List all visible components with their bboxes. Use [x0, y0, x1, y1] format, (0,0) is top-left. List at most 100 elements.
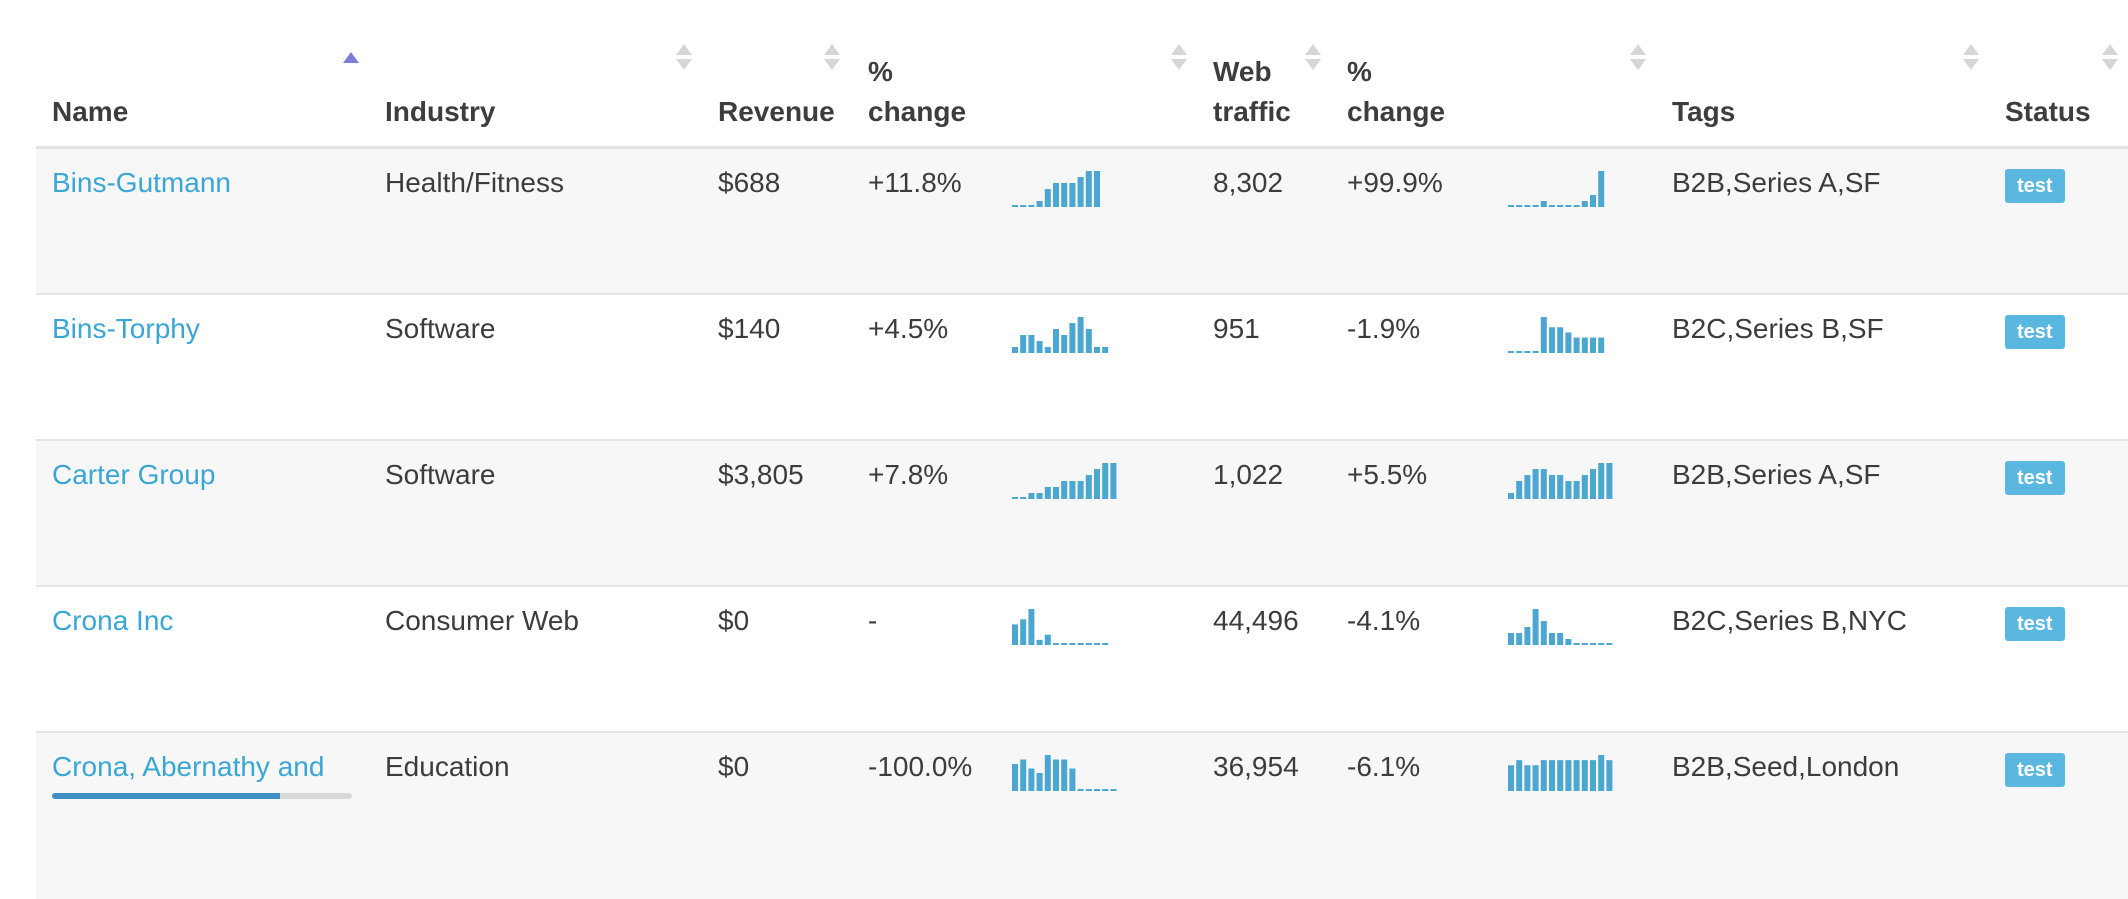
- spark-baseline: [1102, 789, 1109, 791]
- spark-baseline: [1516, 351, 1523, 353]
- cell-revenue: $688: [702, 147, 852, 295]
- spark-baseline: [1069, 643, 1076, 645]
- company-link[interactable]: Bins-Gutmann: [52, 167, 231, 198]
- spark-bar: [1581, 337, 1588, 353]
- revenue-sparkline: [1012, 755, 1117, 791]
- cell-tags: B2B,Series A,SF: [1656, 440, 1989, 587]
- spark-baseline: [1110, 789, 1117, 791]
- spark-baseline: [1102, 643, 1109, 645]
- traffic-sparkline: [1508, 463, 1613, 499]
- cell-web-traffic: 8,302: [1197, 147, 1331, 295]
- spark-bar: [1069, 323, 1076, 353]
- spark-bar: [1053, 329, 1059, 353]
- spark-bar: [1540, 317, 1547, 353]
- column-header-traffic-trend[interactable]: [1492, 34, 1656, 149]
- cell-tags: B2B,Series A,SF: [1656, 147, 1989, 295]
- sort-icon[interactable]: [1963, 44, 1979, 76]
- cell-industry: Consumer Web: [369, 586, 702, 733]
- cell-revenue-change: -: [852, 586, 996, 733]
- spark-baseline: [1590, 643, 1596, 645]
- spark-baseline: [1094, 643, 1100, 645]
- cell-revenue-change: +4.5%: [852, 294, 996, 441]
- cell-traffic-change: -4.1%: [1331, 586, 1492, 733]
- column-header-label: Tags: [1672, 96, 1736, 127]
- sort-icon[interactable]: [824, 44, 840, 76]
- column-header-web-traffic[interactable]: Web traffic: [1197, 34, 1331, 149]
- cell-name: Crona, Abernathy and: [36, 732, 369, 899]
- cell-traffic-change: -6.1%: [1331, 732, 1492, 899]
- column-header-name[interactable]: Name: [36, 34, 369, 149]
- spark-baseline: [1077, 789, 1084, 791]
- sort-icon[interactable]: [1630, 44, 1646, 76]
- cell-name: Bins-Torphy: [36, 294, 369, 441]
- revenue-sparkline: [1012, 171, 1100, 207]
- spark-bar: [1557, 760, 1564, 791]
- spark-bar: [1069, 768, 1076, 791]
- cell-web-traffic: 951: [1197, 294, 1331, 441]
- status-badge: test: [2005, 753, 2065, 787]
- spark-baseline: [1565, 205, 1572, 207]
- sort-icon[interactable]: [1171, 44, 1187, 76]
- spark-bar: [1061, 335, 1068, 353]
- spark-baseline: [1606, 643, 1613, 645]
- spark-bar: [1549, 633, 1555, 645]
- column-header-label: % change: [868, 56, 967, 127]
- spark-bar: [1549, 760, 1555, 791]
- revenue-sparkline: [1012, 317, 1109, 353]
- column-header-revenue-change[interactable]: % change: [824, 34, 996, 149]
- spark-bar: [1557, 327, 1564, 353]
- spark-bar: [1077, 317, 1084, 353]
- spark-bar: [1069, 481, 1076, 499]
- row-progress-bar: [52, 793, 352, 799]
- spark-baseline: [1532, 351, 1539, 353]
- cell-traffic-change: +5.5%: [1331, 440, 1492, 587]
- column-header-status[interactable]: Status: [1989, 34, 2128, 149]
- spark-baseline: [1508, 351, 1514, 353]
- spark-bar: [1557, 475, 1564, 499]
- spark-bar: [1549, 475, 1555, 499]
- spark-bar: [1524, 765, 1531, 791]
- sort-icon[interactable]: [676, 44, 692, 76]
- column-header-industry[interactable]: Industry: [369, 34, 702, 149]
- cell-revenue: $0: [702, 586, 852, 733]
- data-grid-view: Name Industry Revenue % change: [36, 34, 2128, 799]
- cell-status: test: [1989, 294, 2128, 441]
- column-header-label: Revenue: [718, 96, 835, 127]
- cell-traffic-trend: [1492, 147, 1656, 295]
- spark-bar: [1516, 481, 1523, 499]
- cell-traffic-change: -1.9%: [1331, 294, 1492, 441]
- cell-traffic-trend: [1492, 440, 1656, 587]
- cell-tags: B2B,Seed,London: [1656, 732, 1989, 899]
- spark-bar: [1061, 183, 1068, 207]
- sort-icon[interactable]: [2102, 44, 2118, 76]
- spark-bar: [1540, 760, 1547, 791]
- spark-baseline: [1020, 205, 1027, 207]
- cell-tags: B2C,Series B,SF: [1656, 294, 1989, 441]
- column-header-revenue-trend[interactable]: [996, 34, 1197, 149]
- sort-icon[interactable]: [1305, 44, 1321, 76]
- spark-bar: [1094, 347, 1100, 353]
- column-header-traffic-change[interactable]: % change: [1331, 34, 1492, 149]
- column-header-tags[interactable]: Tags: [1656, 34, 1989, 149]
- company-link[interactable]: Bins-Torphy: [52, 313, 200, 344]
- cell-revenue: $3,805: [702, 440, 852, 587]
- spark-bar: [1598, 337, 1605, 353]
- spark-bar: [1028, 609, 1035, 645]
- traffic-sparkline: [1508, 317, 1605, 353]
- spark-bar: [1540, 621, 1547, 645]
- spark-bar: [1028, 493, 1035, 499]
- spark-bar: [1094, 171, 1100, 207]
- spark-baseline: [1524, 205, 1531, 207]
- cell-web-traffic: 44,496: [1197, 586, 1331, 733]
- company-link[interactable]: Carter Group: [52, 459, 216, 490]
- traffic-sparkline: [1508, 755, 1613, 791]
- sort-ascending-icon[interactable]: [343, 44, 359, 76]
- company-link[interactable]: Crona Inc: [52, 605, 174, 636]
- cell-name: Bins-Gutmann: [36, 147, 369, 295]
- traffic-sparkline: [1508, 171, 1605, 207]
- spark-bar: [1532, 609, 1539, 645]
- company-link[interactable]: Crona, Abernathy and: [52, 751, 325, 782]
- spark-bar: [1044, 755, 1051, 791]
- companies-table: Name Industry Revenue % change: [36, 34, 2128, 899]
- traffic-sparkline: [1508, 609, 1613, 645]
